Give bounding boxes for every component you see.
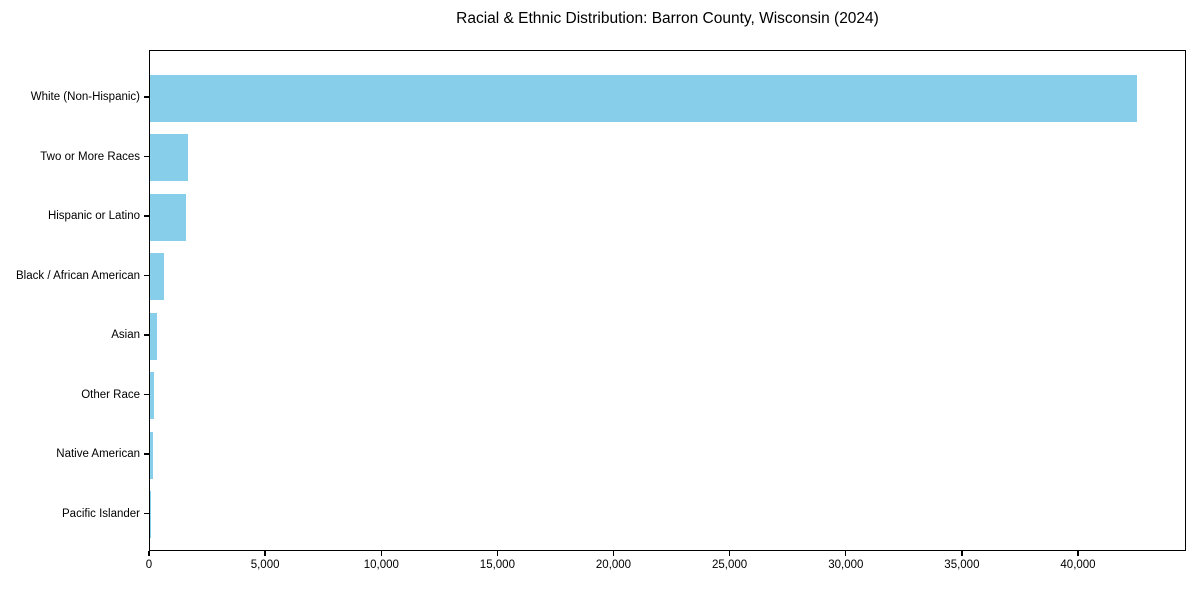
x-tick-label: 0 bbox=[145, 559, 153, 571]
y-tick-mark bbox=[144, 96, 149, 98]
y-tick-mark bbox=[144, 453, 149, 455]
x-tick-mark bbox=[380, 551, 382, 556]
x-tick-label: 25,000 bbox=[712, 559, 748, 571]
y-tick-mark bbox=[144, 334, 149, 336]
plot-area bbox=[149, 50, 1186, 551]
x-tick-label: 15,000 bbox=[479, 559, 515, 571]
y-tick-mark bbox=[144, 215, 149, 217]
x-tick-mark bbox=[264, 551, 266, 556]
bar-black-african-american bbox=[150, 253, 164, 300]
bar-white-non-hispanic bbox=[150, 74, 1138, 122]
x-tick-label: 35,000 bbox=[944, 559, 980, 571]
chart-title: Racial & Ethnic Distribution: Barron Cou… bbox=[456, 10, 879, 27]
x-tick-mark bbox=[961, 551, 963, 556]
y-tick-mark bbox=[144, 274, 149, 277]
y-tick-label: Pacific Islander bbox=[62, 507, 140, 520]
x-tick-label: 40,000 bbox=[1060, 559, 1096, 571]
y-tick-label: Other Race bbox=[81, 388, 140, 401]
y-tick-label: Native American bbox=[56, 448, 140, 460]
y-tick-mark bbox=[144, 512, 149, 515]
y-tick-label: Two or More Races bbox=[40, 150, 140, 163]
x-tick-label: 30,000 bbox=[828, 559, 864, 571]
x-tick-label: 5,000 bbox=[250, 559, 280, 571]
y-tick-mark bbox=[144, 393, 149, 396]
x-tick-mark bbox=[1077, 551, 1079, 556]
y-tick-label: Asian bbox=[111, 329, 140, 341]
bar-two-or-more-races bbox=[150, 134, 188, 181]
y-tick-label: Black / African American bbox=[16, 269, 140, 282]
x-tick-mark bbox=[496, 551, 499, 556]
bar-hispanic-or-latino bbox=[150, 193, 186, 241]
bar-other-race bbox=[150, 372, 154, 419]
x-tick-label: 20,000 bbox=[595, 559, 632, 571]
x-tick-label: 10,000 bbox=[363, 559, 399, 571]
bar-native-american bbox=[150, 431, 153, 479]
bar-asian bbox=[150, 312, 157, 360]
x-tick-mark bbox=[612, 551, 615, 556]
x-tick-mark bbox=[845, 551, 847, 556]
x-tick-mark bbox=[728, 551, 731, 556]
y-tick-label: White (Non-Hispanic) bbox=[30, 91, 140, 103]
y-tick-mark bbox=[144, 155, 149, 158]
y-tick-label: Hispanic or Latino bbox=[47, 210, 140, 222]
x-tick-mark bbox=[148, 551, 150, 556]
